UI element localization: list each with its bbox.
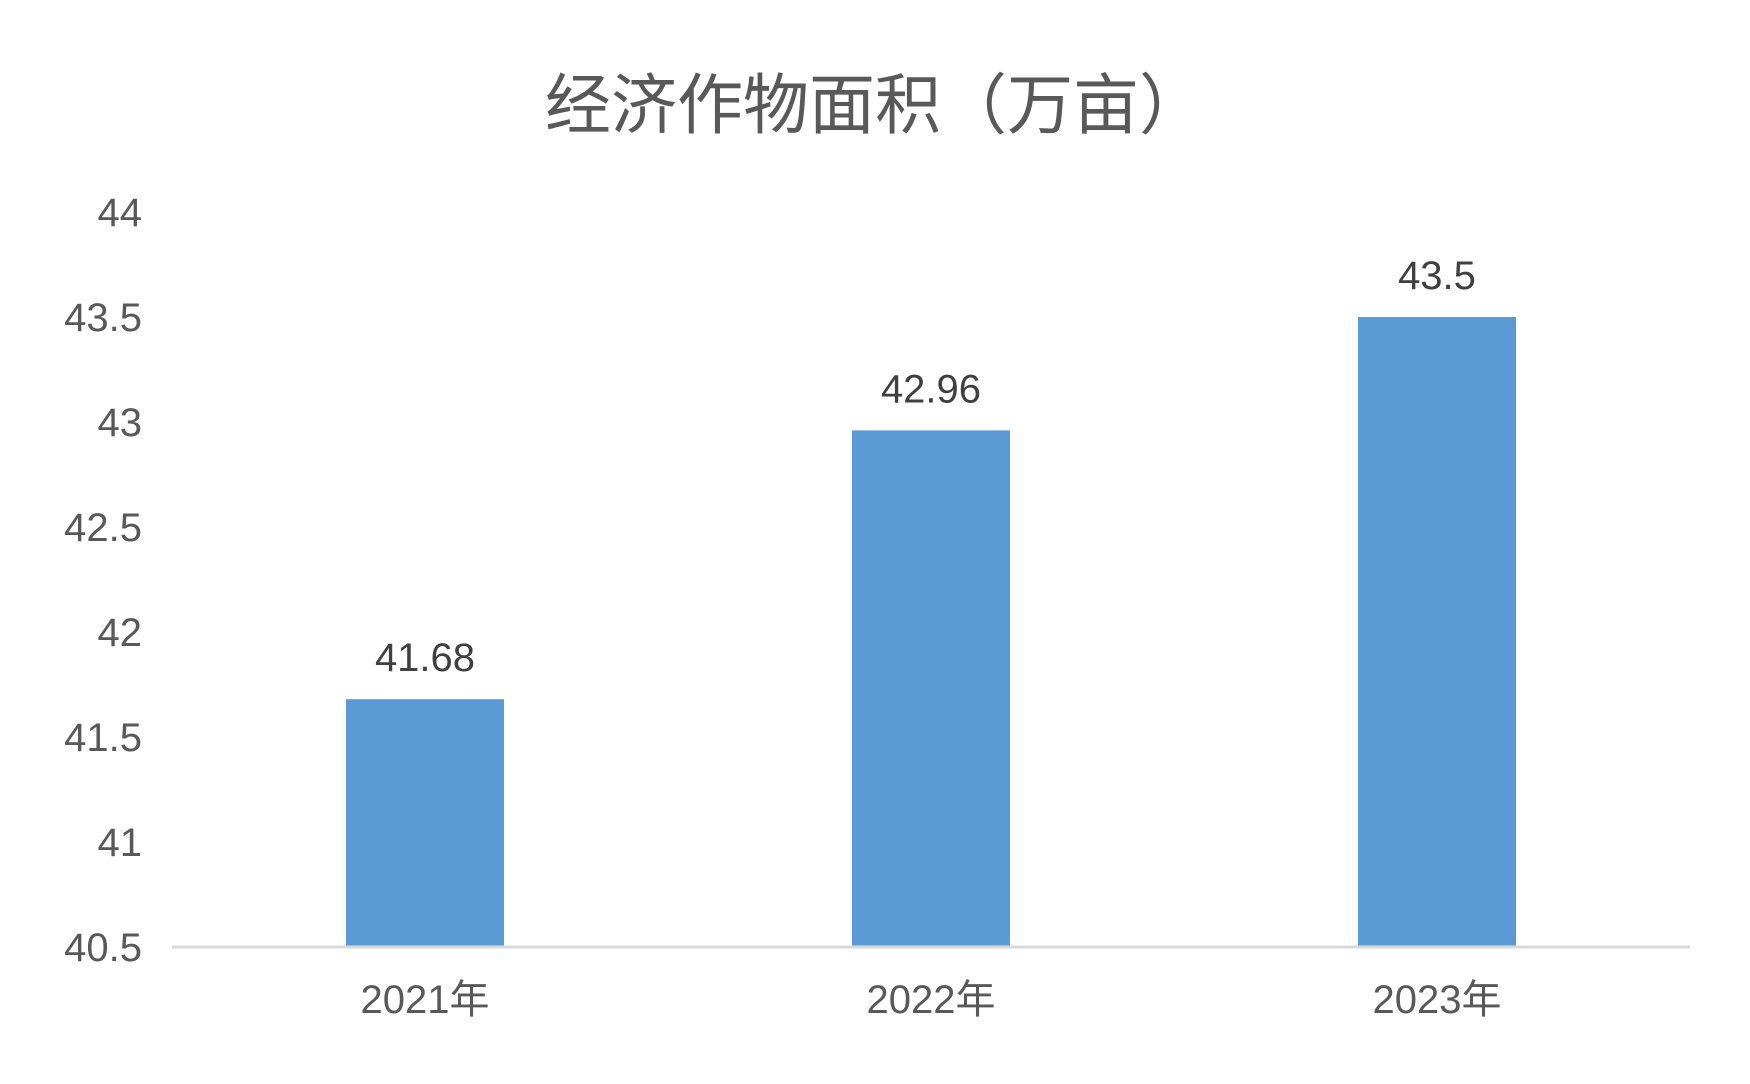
y-tick-label: 42.5	[64, 506, 142, 550]
x-tick-label: 2023年	[1373, 978, 1502, 1022]
x-tick-label: 2022年	[867, 978, 996, 1022]
y-tick-label: 43.5	[64, 296, 142, 340]
x-axis-labels: 2021年 2022年 2023年	[361, 978, 1502, 1022]
y-tick-label: 41.5	[64, 716, 142, 760]
y-tick-label: 41	[98, 821, 143, 865]
bars-group	[346, 317, 1516, 947]
y-axis-ticks: 40.5 41 41.5 42 42.5 43 43.5 44	[64, 191, 142, 970]
y-tick-label: 42	[98, 611, 143, 655]
data-labels-group: 41.68 42.96 43.5	[375, 254, 1476, 680]
bar-data-label: 42.96	[881, 367, 981, 411]
y-tick-label: 43	[98, 401, 143, 445]
y-tick-label: 44	[98, 191, 143, 235]
y-tick-label: 40.5	[64, 926, 142, 970]
bar	[1358, 317, 1516, 947]
chart-title: 经济作物面积（万亩）	[545, 67, 1205, 144]
bar	[346, 699, 504, 947]
x-tick-label: 2021年	[361, 978, 490, 1022]
bar	[852, 430, 1010, 947]
bar-data-label: 41.68	[375, 636, 475, 680]
bar-data-label: 43.5	[1398, 254, 1476, 298]
